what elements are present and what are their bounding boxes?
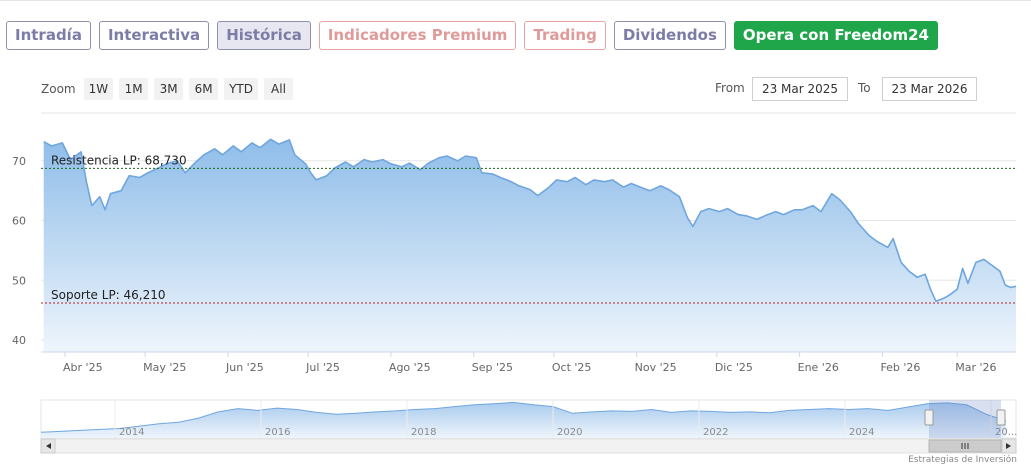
navigator-year-label: 2014 (119, 427, 144, 438)
chart-tabs: Intradía Interactiva Histórica Indicador… (6, 21, 938, 50)
navigator-year-label: 2022 (703, 427, 728, 438)
tab-dividendos[interactable]: Dividendos (613, 21, 726, 50)
x-tick-label: Abr '25 (63, 361, 103, 374)
navigator-year-label: 20... (995, 427, 1017, 438)
zoom-1w-button[interactable]: 1W (83, 78, 114, 100)
y-tick-label: 60 (12, 215, 26, 228)
zoom-ytd-button[interactable]: YTD (224, 78, 258, 100)
zoom-selector: Zoom 1W 1M 3M 6M YTD All (41, 78, 293, 100)
navigator-year-label: 2016 (265, 427, 290, 438)
x-tick-label: Nov '25 (635, 361, 677, 374)
date-range: From To (715, 77, 980, 101)
x-tick-label: May '25 (143, 361, 186, 374)
navigator-year-label: 2020 (557, 427, 582, 438)
tab-interactiva[interactable]: Interactiva (98, 21, 210, 50)
x-tick-label: Ene '26 (798, 361, 839, 374)
resistance-label: Resistencia LP: 68,730 (51, 153, 187, 167)
to-date-input[interactable] (882, 77, 977, 101)
support-resistance-levels: Resistencia LP: 68,730 Soporte LP: 46,210 (41, 153, 1016, 304)
to-label: To (858, 81, 871, 95)
x-tick-label: Ago '25 (389, 361, 431, 374)
x-tick-label: Mar '26 (955, 361, 996, 374)
x-tick-label: Feb '26 (880, 361, 920, 374)
price-area-fill (43, 139, 1016, 352)
top-divider (0, 0, 1031, 1)
x-axis: Abr '25 May '25 Jun '25 Jul '25 Ago '25 Sep '… (41, 351, 1016, 374)
navigator-selection (929, 400, 1001, 438)
x-tick-label: Jun '25 (225, 361, 264, 374)
navigator-year-label: 2024 (849, 427, 874, 438)
navigator-left-handle[interactable] (924, 409, 934, 426)
scrollbar-track[interactable] (40, 438, 1017, 454)
y-axis: 40 50 60 70 (12, 155, 26, 347)
support-label: Soporte LP: 46,210 (51, 288, 166, 302)
x-tick-label: Jul '25 (305, 361, 340, 374)
from-date-input[interactable] (752, 77, 848, 101)
navigator-area (41, 402, 1006, 438)
zoom-3m-button[interactable]: 3M (154, 78, 184, 100)
arrow-left-icon (46, 443, 51, 449)
chart-credit: Estrategias de Inversión (908, 455, 1017, 465)
tab-indicadores-premium[interactable]: Indicadores Premium (318, 21, 517, 50)
navigator: 2014 2016 2018 2020 2022 2024 20... (40, 399, 1017, 454)
navigator-year-label: 2018 (411, 427, 436, 438)
navigator-right-handle[interactable] (996, 409, 1006, 426)
x-tick-label: Sep '25 (472, 361, 513, 374)
x-tick-label: Dic '25 (715, 361, 753, 374)
zoom-1m-button[interactable]: 1M (119, 78, 149, 100)
price-area-series (43, 138, 1017, 352)
x-tick-label: Oct '25 (552, 361, 592, 374)
zoom-6m-button[interactable]: 6M (189, 78, 219, 100)
tab-intradia[interactable]: Intradía (6, 21, 91, 50)
price-line (43, 138, 1017, 302)
y-tick-label: 70 (12, 155, 26, 168)
tab-historica[interactable]: Histórica (217, 21, 311, 50)
from-label: From (715, 81, 745, 95)
arrow-right-icon (1006, 443, 1011, 449)
zoom-label: Zoom (41, 82, 76, 96)
tab-trading[interactable]: Trading (524, 21, 606, 50)
zoom-all-button[interactable]: All (264, 78, 293, 100)
freedom24-cta-button[interactable]: Opera con Freedom24 (733, 21, 938, 50)
y-tick-label: 50 (12, 274, 26, 287)
y-tick-label: 40 (12, 334, 26, 347)
